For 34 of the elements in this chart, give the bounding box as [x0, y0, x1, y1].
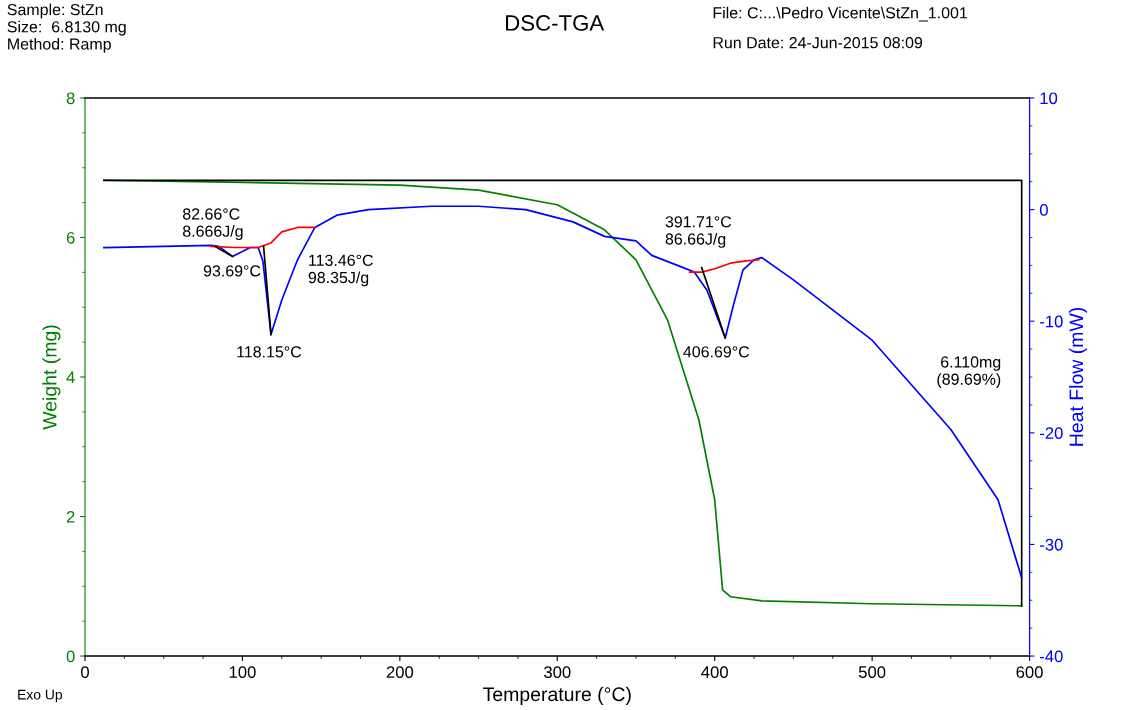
x-axis-title: Temperature (°C) — [483, 686, 631, 705]
y2-tick-label: -10 — [1040, 315, 1063, 328]
y2-tick-label: -20 — [1040, 427, 1063, 440]
y-tick-label: 2 — [66, 510, 75, 523]
annotation: 113.46°C 98.35J/g — [308, 254, 373, 287]
text: Run Date: 24-Jun-2015 08:09 — [713, 37, 923, 49]
y2-axis-title: Heat Flow (mW) — [1068, 308, 1088, 446]
annotation: 6.110mg (89.69%) — [937, 356, 1001, 389]
annotation: 406.69°C — [683, 346, 750, 358]
annotation: 118.15°C — [237, 346, 302, 358]
y-axis-title: Weight (mg) — [42, 325, 61, 430]
annotation: 93.69°C — [203, 265, 261, 277]
y2-tick-label: -40 — [1040, 650, 1063, 663]
text: Sample: StZn Size: 6.8130 mg Method: Ramp — [7, 3, 126, 53]
text: Exo Up — [18, 689, 63, 703]
text: File: C:...\Pedro Vicente\StZn_1.001 — [713, 6, 968, 22]
x-tick-label: 0 — [81, 666, 89, 678]
x-tick-label: 200 — [386, 666, 414, 678]
y-tick-label: 6 — [66, 231, 75, 244]
x-tick-label: 500 — [858, 666, 886, 678]
y-tick-label: 0 — [66, 650, 75, 663]
x-tick-label: 300 — [544, 666, 571, 678]
annotation: 82.66°C 8.666J/g — [182, 208, 243, 241]
y-tick-label: 4 — [66, 371, 75, 384]
chart-title: DSC-TGA — [506, 15, 605, 31]
y2-tick-label: -30 — [1040, 538, 1063, 551]
x-tick-label: 600 — [1016, 666, 1043, 678]
x-tick-label: 100 — [229, 666, 256, 678]
y2-tick-label: 10 — [1040, 92, 1058, 105]
x-tick-label: 400 — [701, 666, 728, 678]
y-tick-label: 8 — [66, 92, 75, 105]
y2-tick-label: 0 — [1039, 203, 1048, 216]
line-series — [688, 258, 760, 273]
annotation: 391.71°C 86.66J/g — [665, 216, 732, 248]
